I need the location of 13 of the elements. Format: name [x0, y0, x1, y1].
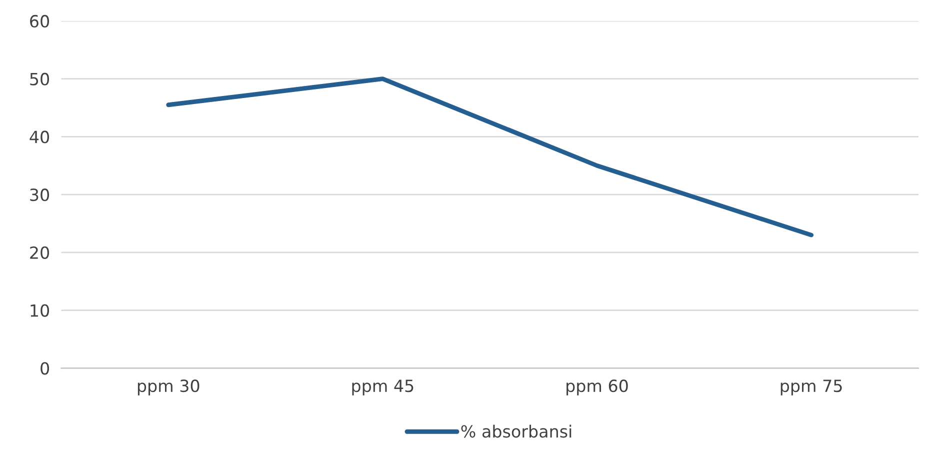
- x-tick-label: ppm 30: [138, 380, 200, 396]
- x-tick-label: ppm 75: [780, 380, 842, 396]
- x-tick-label: ppm 60: [566, 380, 628, 396]
- legend-label: % absorbansi: [461, 424, 572, 438]
- y-tick-label: 50: [30, 72, 50, 86]
- y-tick-label: 30: [30, 188, 50, 202]
- line-series: [166, 76, 814, 238]
- y-tick-label: 0: [40, 362, 50, 375]
- y-tick-label: 10: [30, 304, 50, 317]
- y-tick-label: 60: [30, 14, 50, 28]
- x-tick-label: ppm 45: [352, 380, 414, 396]
- y-tick-label: 20: [30, 246, 50, 259]
- y-tick-label: 40: [30, 130, 50, 144]
